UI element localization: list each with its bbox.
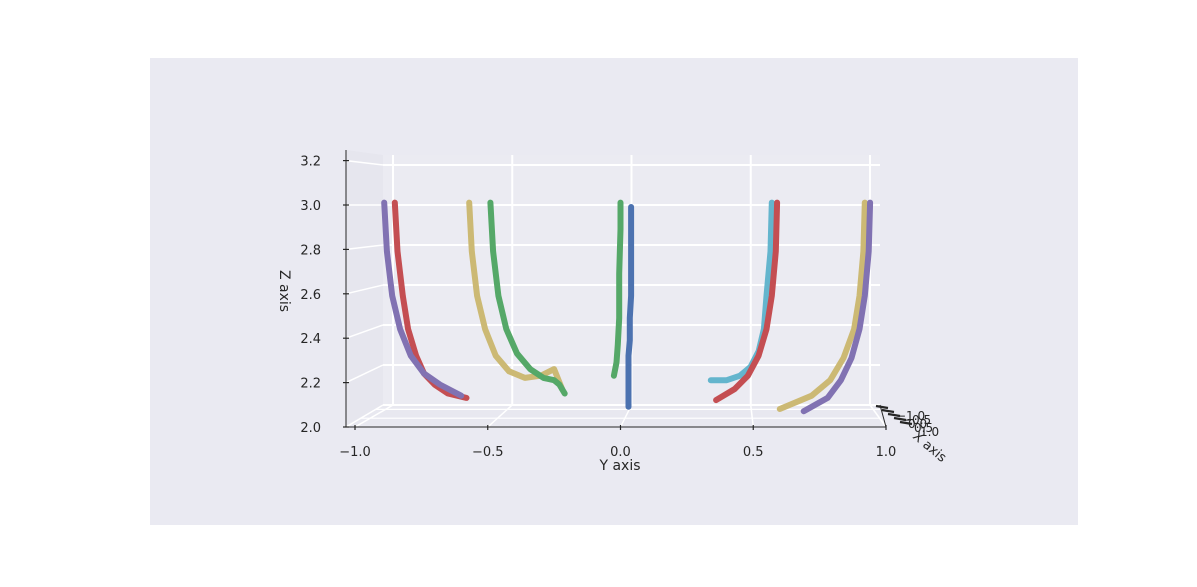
- depth-tick-mark: [875, 404, 889, 410]
- x-axis-label: Y axis: [598, 458, 640, 474]
- x-tick-label: −1.0: [339, 445, 371, 460]
- series-line-6: [487, 199, 568, 397]
- depth-tick-mark: [893, 416, 907, 422]
- depth-tick-mark: [887, 412, 901, 418]
- grid-line-side: [345, 404, 384, 428]
- y-tick-label: 3.0: [300, 199, 321, 214]
- grid-line-floor: [354, 404, 394, 428]
- grid-line-side: [345, 159, 384, 166]
- grid-line-side: [345, 324, 384, 339]
- series-line-4: [381, 199, 465, 399]
- floor-pane: [346, 405, 880, 427]
- depth-tick-label: 0.5: [914, 421, 933, 435]
- series-line-9: [776, 199, 868, 412]
- grid-line-floor: [487, 404, 513, 428]
- x-tick-label: 0.5: [743, 445, 764, 460]
- depth-tick-mark: [899, 420, 913, 426]
- y-tick-label: 2.2: [300, 377, 321, 392]
- x-tick-label: −0.5: [472, 445, 504, 460]
- side-pane: [346, 150, 383, 425]
- y-tick-label: 3.2: [300, 155, 321, 170]
- grid-line-side: [345, 244, 384, 251]
- grid-line-side: [345, 364, 384, 384]
- y-axis-label: Z axis: [276, 270, 292, 312]
- y-tick-label: 2.8: [300, 243, 321, 258]
- y-tick-label: 2.0: [300, 421, 321, 436]
- series-line-1: [625, 204, 635, 410]
- x-tick-label: 0.0: [610, 445, 631, 460]
- series-line-10: [800, 199, 874, 415]
- depth-tick-mark: [881, 408, 895, 414]
- series-line-5: [466, 199, 566, 392]
- depth-tick-label: 0.0: [908, 417, 927, 431]
- y-tick-label: 2.6: [300, 288, 321, 303]
- series-line-8: [713, 199, 781, 404]
- depth-tick-label: 1.0: [920, 425, 939, 439]
- grid-line-floor: [869, 404, 887, 428]
- depth-axis-line: [879, 404, 887, 428]
- series-line-2: [610, 199, 624, 379]
- y-tick-label: 2.4: [300, 332, 321, 347]
- axes: −1.0 −0.5 0.0 0.5 1.02.02.22.42.62.83.03.2−1…: [300, 150, 939, 460]
- grid-line-floor: [750, 404, 754, 428]
- grid-line-side: [345, 284, 384, 295]
- series-group: [381, 199, 874, 415]
- x-tick-label: 1.0: [876, 445, 897, 460]
- series-line-3: [391, 199, 470, 401]
